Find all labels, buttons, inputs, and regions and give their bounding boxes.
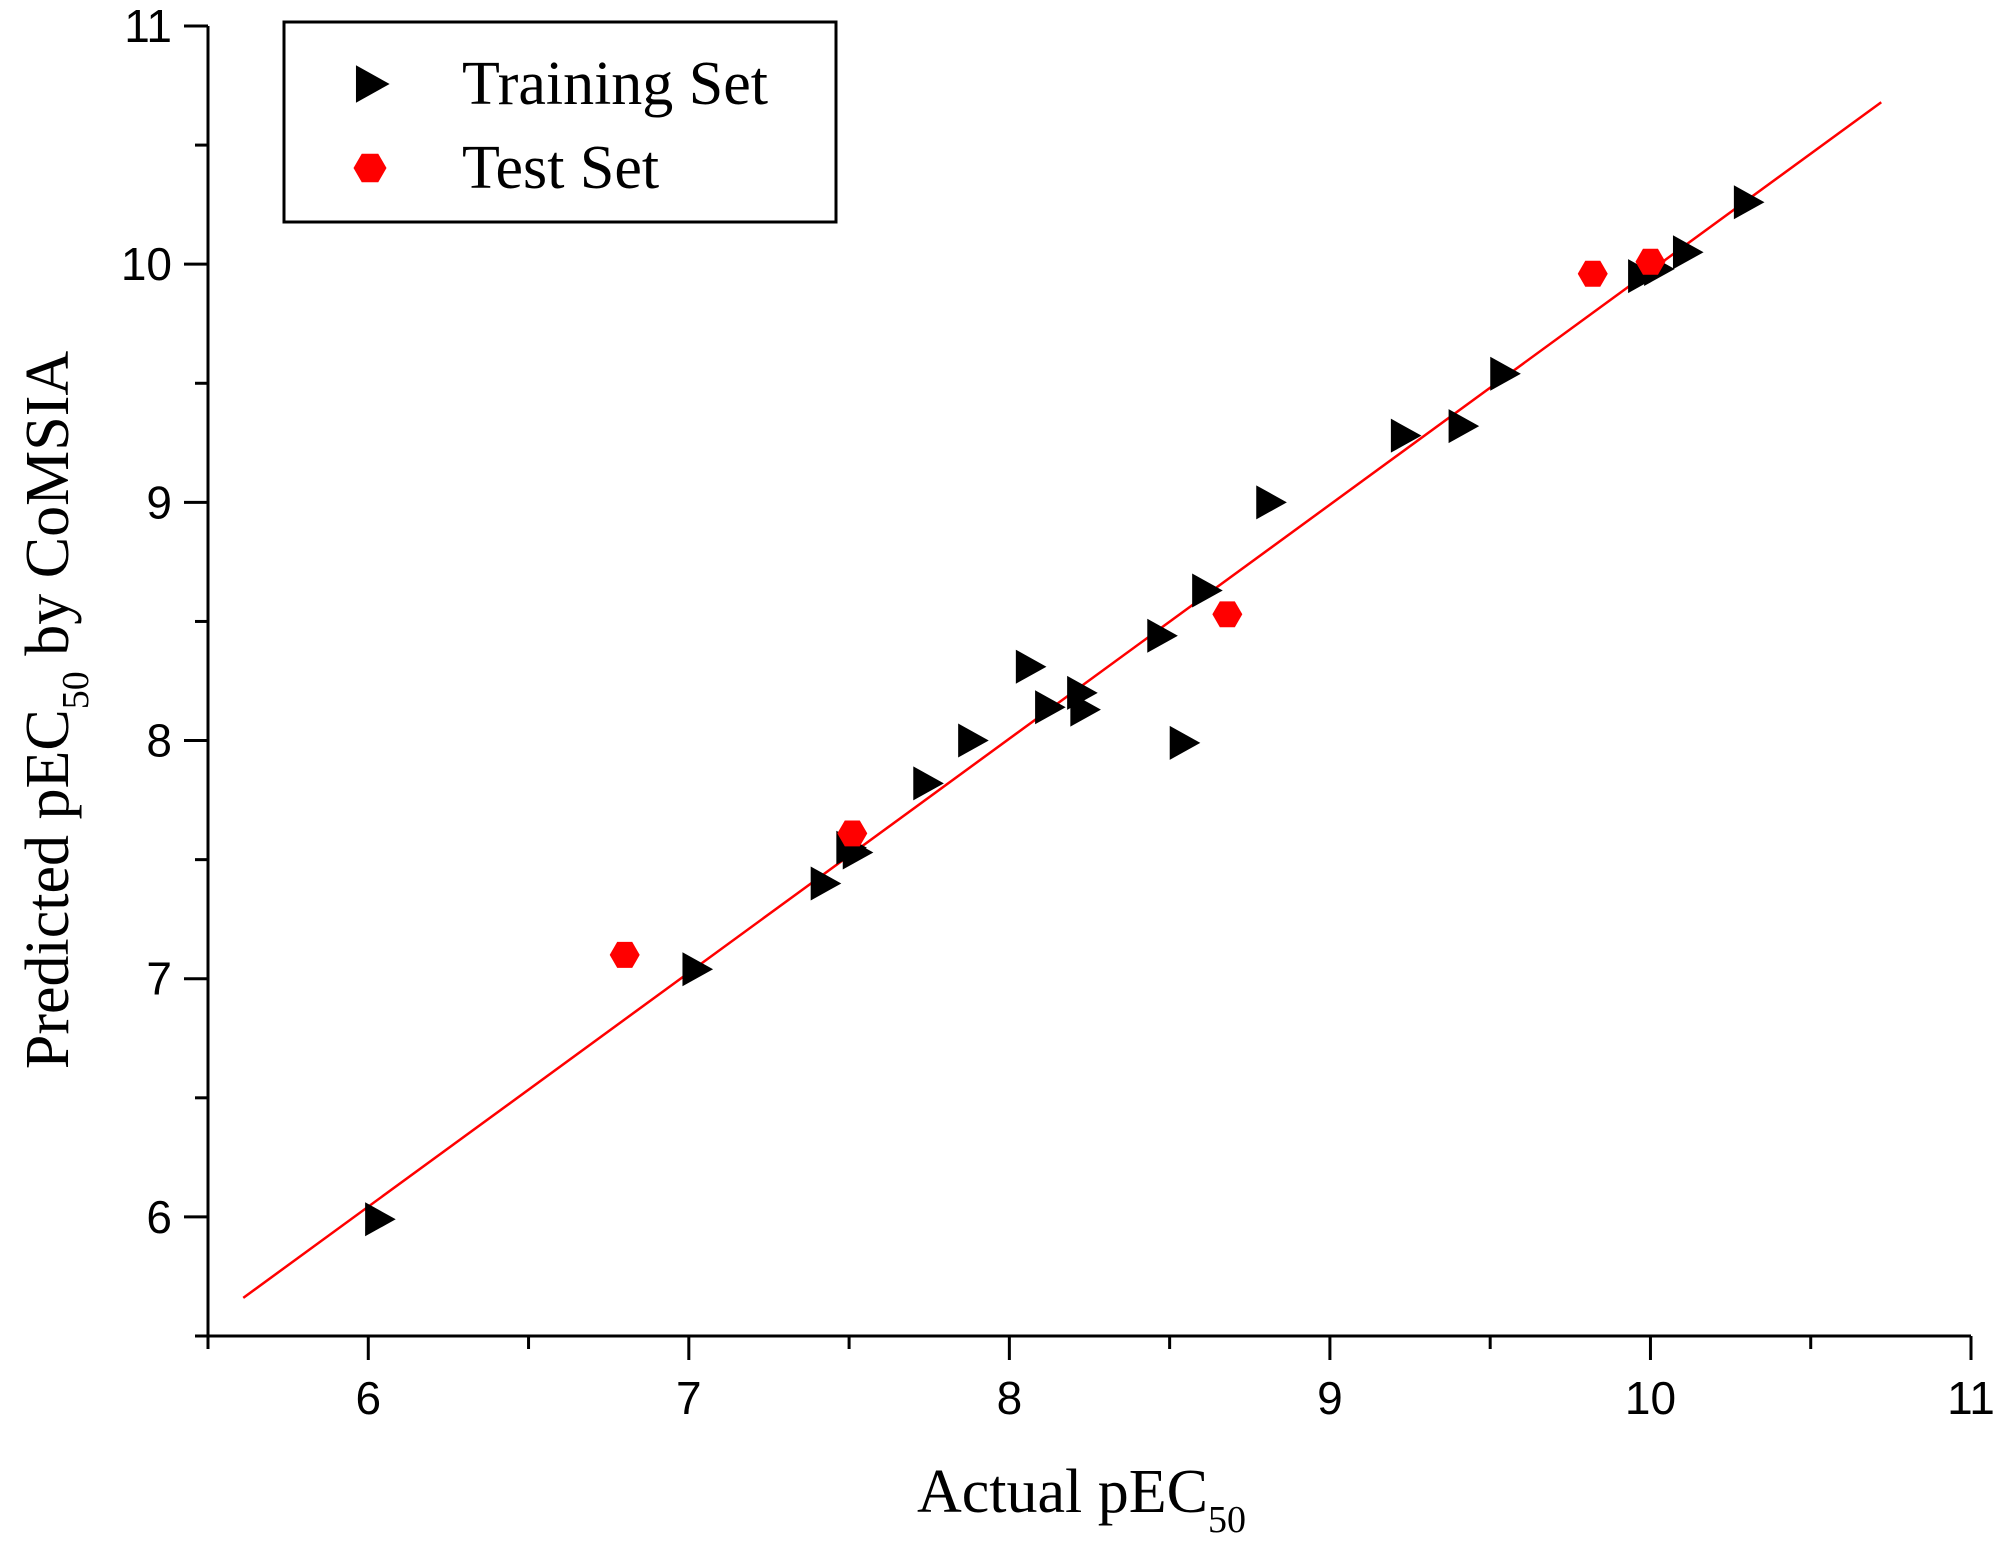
data-point-training-set (1035, 690, 1066, 725)
x-axis-title-subscript: 50 (1208, 1499, 1246, 1541)
series-test-set (609, 248, 1666, 968)
data-point-test-set (837, 820, 868, 847)
legend-box (282, 20, 838, 224)
data-point-training-set (958, 723, 989, 758)
y-tick-label: 8 (146, 715, 172, 767)
x-tick-label: 6 (355, 1372, 381, 1424)
data-point-training-set (913, 766, 944, 801)
fit-line-group (242, 101, 1882, 1299)
fit-line (242, 101, 1882, 1299)
data-point-test-set (1635, 248, 1666, 275)
y-tick-label: 9 (146, 476, 172, 528)
y-axis-title-suffix: by CoMSIA (14, 351, 82, 672)
data-point-training-set (1628, 259, 1659, 294)
data-point-test-set (1577, 260, 1608, 287)
data-point-test-set (609, 941, 640, 968)
legend: Training Set Test Set (282, 20, 838, 224)
x-tick-label: 8 (997, 1372, 1023, 1424)
y-axis-title: Predicted pEC50 by CoMSIA (14, 351, 97, 1069)
x-tick-label: 11 (1947, 1372, 1995, 1424)
legend-label-training-set: Training Set (462, 50, 768, 118)
data-point-training-set (1672, 235, 1704, 270)
legend-marker-test-set (353, 153, 387, 183)
data-point-training-set (1733, 185, 1765, 220)
x-tick-label: 7 (676, 1372, 702, 1424)
y-axis-title-main: Predicted pEC (14, 709, 82, 1069)
data-point-training-set (1490, 356, 1521, 391)
data-point-training-set (682, 952, 714, 987)
data-point-training-set (1256, 485, 1287, 520)
data-point-training-set (1015, 649, 1047, 684)
y-tick-label: 7 (146, 953, 172, 1005)
data-point-training-set (1169, 725, 1201, 760)
axes: 6 7 8 9 10 11 6 7 8 9 10 11 (121, 0, 1995, 1424)
data-point-training-set (1390, 418, 1422, 453)
x-axis-title: Actual pEC50 (917, 1458, 1246, 1541)
y-axis-title-subscript: 50 (55, 671, 97, 709)
y-tick-label: 11 (124, 0, 172, 52)
x-tick-label: 9 (1317, 1372, 1343, 1424)
data-point-training-set (1070, 692, 1101, 727)
legend-marker-training-set (355, 65, 390, 103)
y-tick-label: 10 (121, 238, 172, 290)
x-tick-label: 10 (1625, 1372, 1676, 1424)
data-point-training-set (365, 1202, 396, 1237)
data-points (365, 185, 1765, 1237)
x-axis-title-main: Actual pEC (917, 1458, 1208, 1526)
series-training-set (365, 185, 1765, 1237)
data-point-training-set (1448, 409, 1480, 444)
data-point-training-set (1192, 573, 1223, 608)
data-point-training-set (1147, 618, 1178, 653)
legend-label-test-set: Test Set (462, 134, 659, 202)
y-tick-label: 6 (146, 1191, 172, 1243)
data-point-training-set (810, 866, 842, 901)
data-point-test-set (1212, 601, 1243, 628)
